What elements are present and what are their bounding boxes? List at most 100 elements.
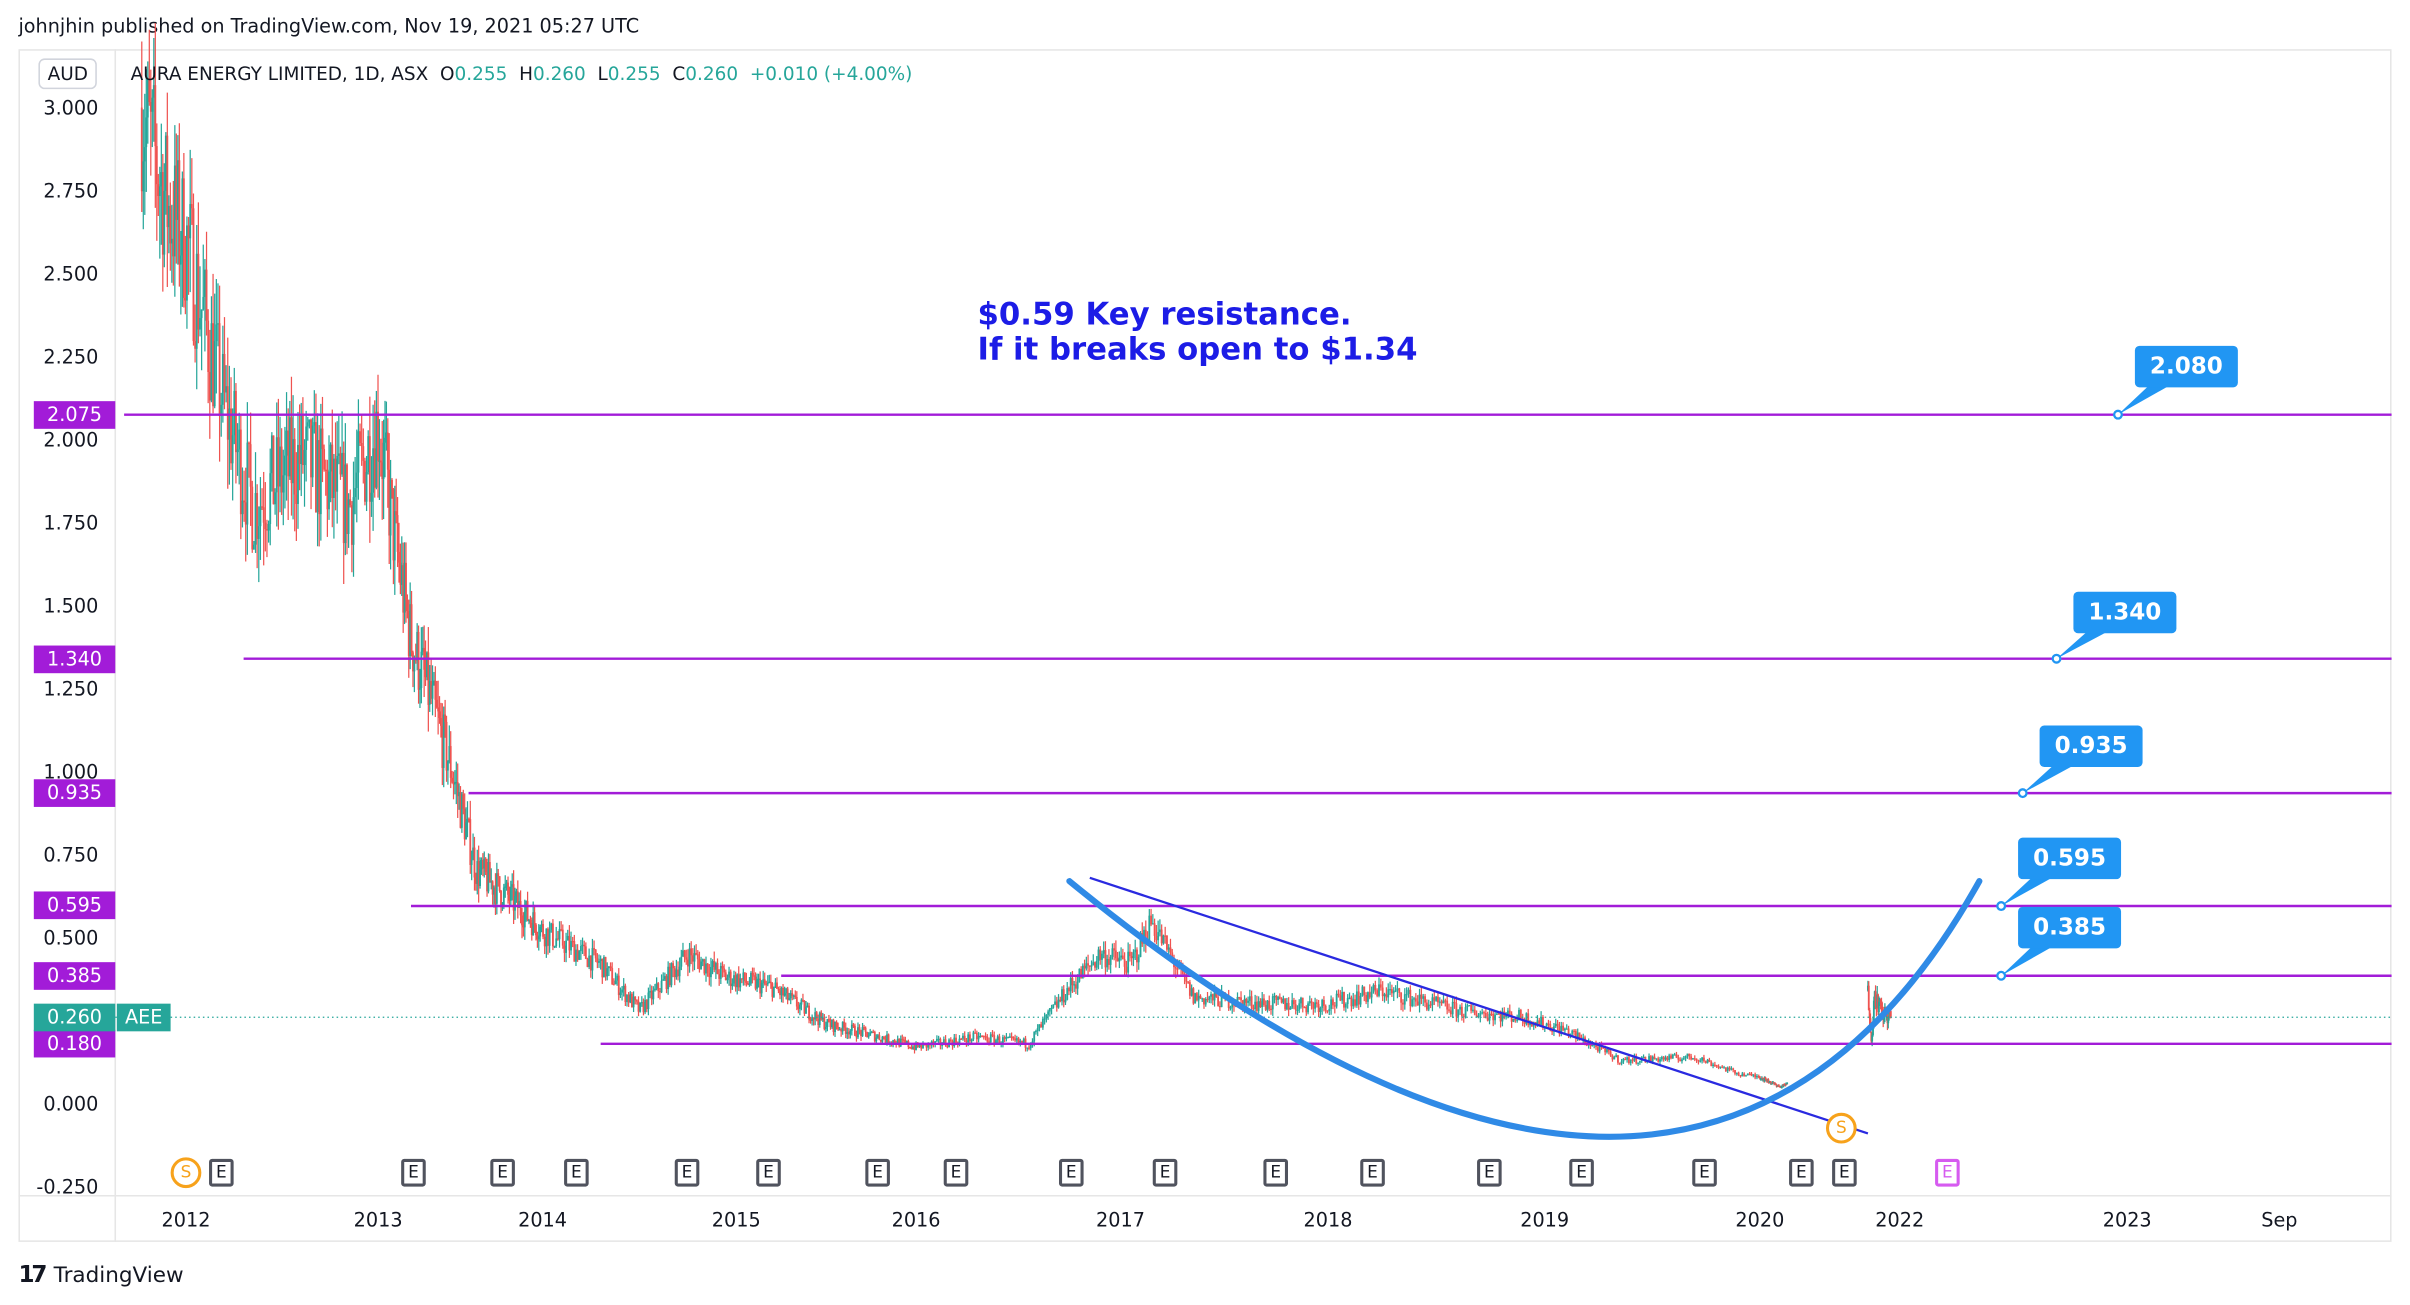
candle-body (818, 1012, 821, 1025)
candle-body (1116, 958, 1119, 962)
dividend-event-icon[interactable]: S (1825, 1112, 1857, 1144)
candle-body (373, 448, 376, 488)
earnings-event-icon[interactable]: E (1152, 1158, 1178, 1187)
earnings-event-icon[interactable]: E (401, 1158, 426, 1187)
candle-body (543, 936, 546, 947)
candle-body (1563, 1028, 1566, 1031)
dividend-event-icon[interactable]: S (170, 1157, 202, 1189)
y-tick-label: 2.250 (43, 345, 99, 369)
candle-body (306, 422, 309, 427)
price-callout[interactable]: 0.595 (2018, 837, 2122, 880)
price-callout[interactable]: 1.340 (2073, 591, 2177, 634)
candle-body (178, 160, 181, 265)
candle-body (170, 238, 173, 244)
candle-body (1484, 1012, 1487, 1018)
candle-body (344, 464, 347, 544)
candle-body (575, 949, 577, 962)
candle-body (176, 160, 179, 220)
candle-body (988, 1041, 990, 1043)
candle-body (1702, 1057, 1705, 1062)
chart-annotation[interactable]: $0.59 Key resistance. If it breaks open … (978, 296, 1418, 368)
candle-body (835, 1021, 838, 1027)
earnings-event-icon[interactable]: E (1058, 1158, 1084, 1187)
candle-body (606, 968, 609, 977)
candle-body (1220, 992, 1223, 1008)
x-tick-label: 2017 (1096, 1208, 1145, 1232)
candle-body (649, 990, 651, 993)
candle-body (1657, 1058, 1660, 1062)
candle-body (388, 469, 391, 536)
candle-body (1231, 1004, 1234, 1008)
candle-body (826, 1019, 829, 1027)
future-earnings-event-icon[interactable]: E (1935, 1158, 1960, 1187)
candle-body (1333, 1005, 1336, 1007)
candle-body (1026, 1047, 1029, 1049)
candle-body (1094, 962, 1096, 968)
y-tick-label: 2.500 (43, 262, 99, 286)
candle-body (1457, 1009, 1460, 1017)
candle-body (1591, 1044, 1594, 1047)
earnings-event-icon[interactable]: E (865, 1158, 890, 1187)
earnings-event-icon[interactable]: E (1360, 1158, 1385, 1187)
candle-body (172, 238, 175, 257)
candle-body (869, 1032, 872, 1036)
candle-body (788, 998, 791, 1000)
earnings-event-icon[interactable]: E (1692, 1158, 1717, 1187)
candle-body (1868, 1010, 1871, 1019)
price-callout[interactable]: 2.080 (2134, 345, 2238, 388)
tradingview-brand[interactable]: 𝟭𝟳 TradingView (18, 1260, 183, 1288)
earnings-event-icon[interactable]: E (756, 1158, 781, 1187)
candle-body (984, 1036, 987, 1038)
candle-body (831, 1019, 833, 1028)
earnings-event-icon[interactable]: E (674, 1158, 700, 1187)
candle-body (1786, 1082, 1789, 1085)
earnings-event-icon[interactable]: E (209, 1158, 234, 1187)
earnings-event-icon[interactable]: E (1263, 1158, 1289, 1187)
candle-body (1547, 1023, 1550, 1025)
earnings-event-icon[interactable]: E (1789, 1158, 1814, 1187)
candle-body (480, 860, 483, 870)
candle-body (617, 975, 620, 996)
candle-body (1538, 1020, 1541, 1025)
candle-body (297, 444, 299, 504)
candle-body (452, 781, 455, 785)
candle-body (1553, 1026, 1555, 1032)
candle-body (777, 988, 780, 991)
earnings-event-icon[interactable]: E (1477, 1158, 1502, 1187)
candle-body (650, 990, 653, 1000)
candle-body (261, 506, 263, 508)
symbol-name[interactable]: AURA ENERGY LIMITED, 1D, ASX (130, 63, 429, 85)
candle-body (481, 860, 484, 869)
candle-body (603, 957, 605, 978)
candle-body (1101, 953, 1103, 960)
candle-body (1431, 997, 1434, 1006)
earnings-event-icon[interactable]: E (564, 1158, 589, 1187)
price-callout[interactable]: 0.385 (2018, 906, 2122, 949)
candle-body (1055, 1001, 1058, 1008)
chart-frame[interactable] (18, 49, 2392, 1242)
candle-body (673, 968, 676, 978)
candle-body (1655, 1058, 1658, 1060)
candle-body (1451, 1001, 1454, 1015)
candle-body (504, 886, 507, 888)
currency-badge[interactable]: AUD (38, 58, 98, 90)
candle-body (435, 699, 438, 708)
candle-body (974, 1032, 977, 1034)
candle-body (283, 455, 286, 476)
earnings-event-icon[interactable]: E (943, 1158, 969, 1187)
candle-body (795, 996, 798, 1007)
candle-body (1466, 1005, 1469, 1008)
open-value: 0.255 (454, 63, 508, 85)
candle-body (737, 974, 740, 988)
earnings-event-icon[interactable]: E (1832, 1158, 1857, 1187)
candle-body (1252, 1007, 1255, 1010)
earnings-event-icon[interactable]: E (1569, 1158, 1594, 1187)
candle-body (853, 1025, 856, 1036)
candle-body (1066, 988, 1069, 1000)
price-callout[interactable]: 0.935 (2039, 725, 2143, 767)
candle-body (1162, 935, 1165, 944)
candle-body (1726, 1067, 1729, 1072)
candle-body (998, 1036, 1001, 1044)
earnings-event-icon[interactable]: E (490, 1158, 515, 1187)
